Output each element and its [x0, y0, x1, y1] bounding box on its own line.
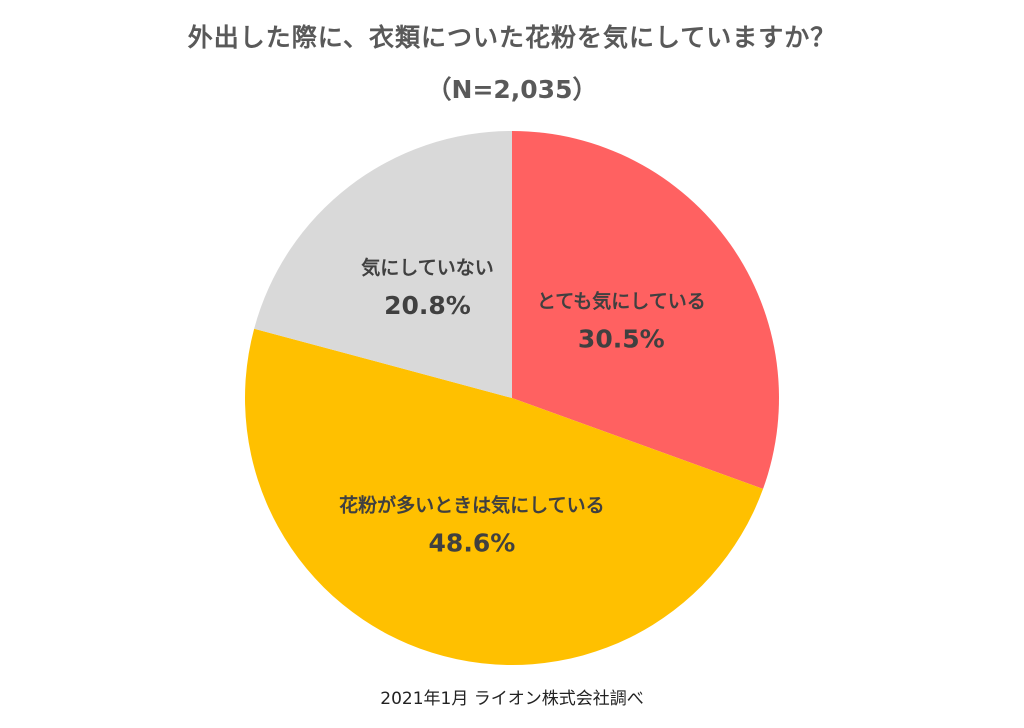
chart-subtitle: （N=2,035） [426, 75, 598, 104]
slice-value-label: 48.6% [429, 528, 516, 557]
source-note: 2021年1月 ライオン株式会社調べ [380, 689, 644, 709]
slice-category-label: 花粉が多いときは気にしている [339, 493, 604, 516]
slice-category-label: 気にしていない [361, 256, 493, 279]
slice-value-label: 20.8% [384, 291, 471, 320]
pie-slice-1 [512, 131, 779, 489]
pie-slice-2 [244, 328, 764, 665]
slice-category-label: とても気にしている [537, 289, 706, 312]
slice-value-label: 30.5% [578, 324, 665, 353]
chart-title: 外出した際に、衣類についた花粉を気にしていますか？ [187, 23, 837, 52]
pie-slice-3 [254, 131, 512, 398]
